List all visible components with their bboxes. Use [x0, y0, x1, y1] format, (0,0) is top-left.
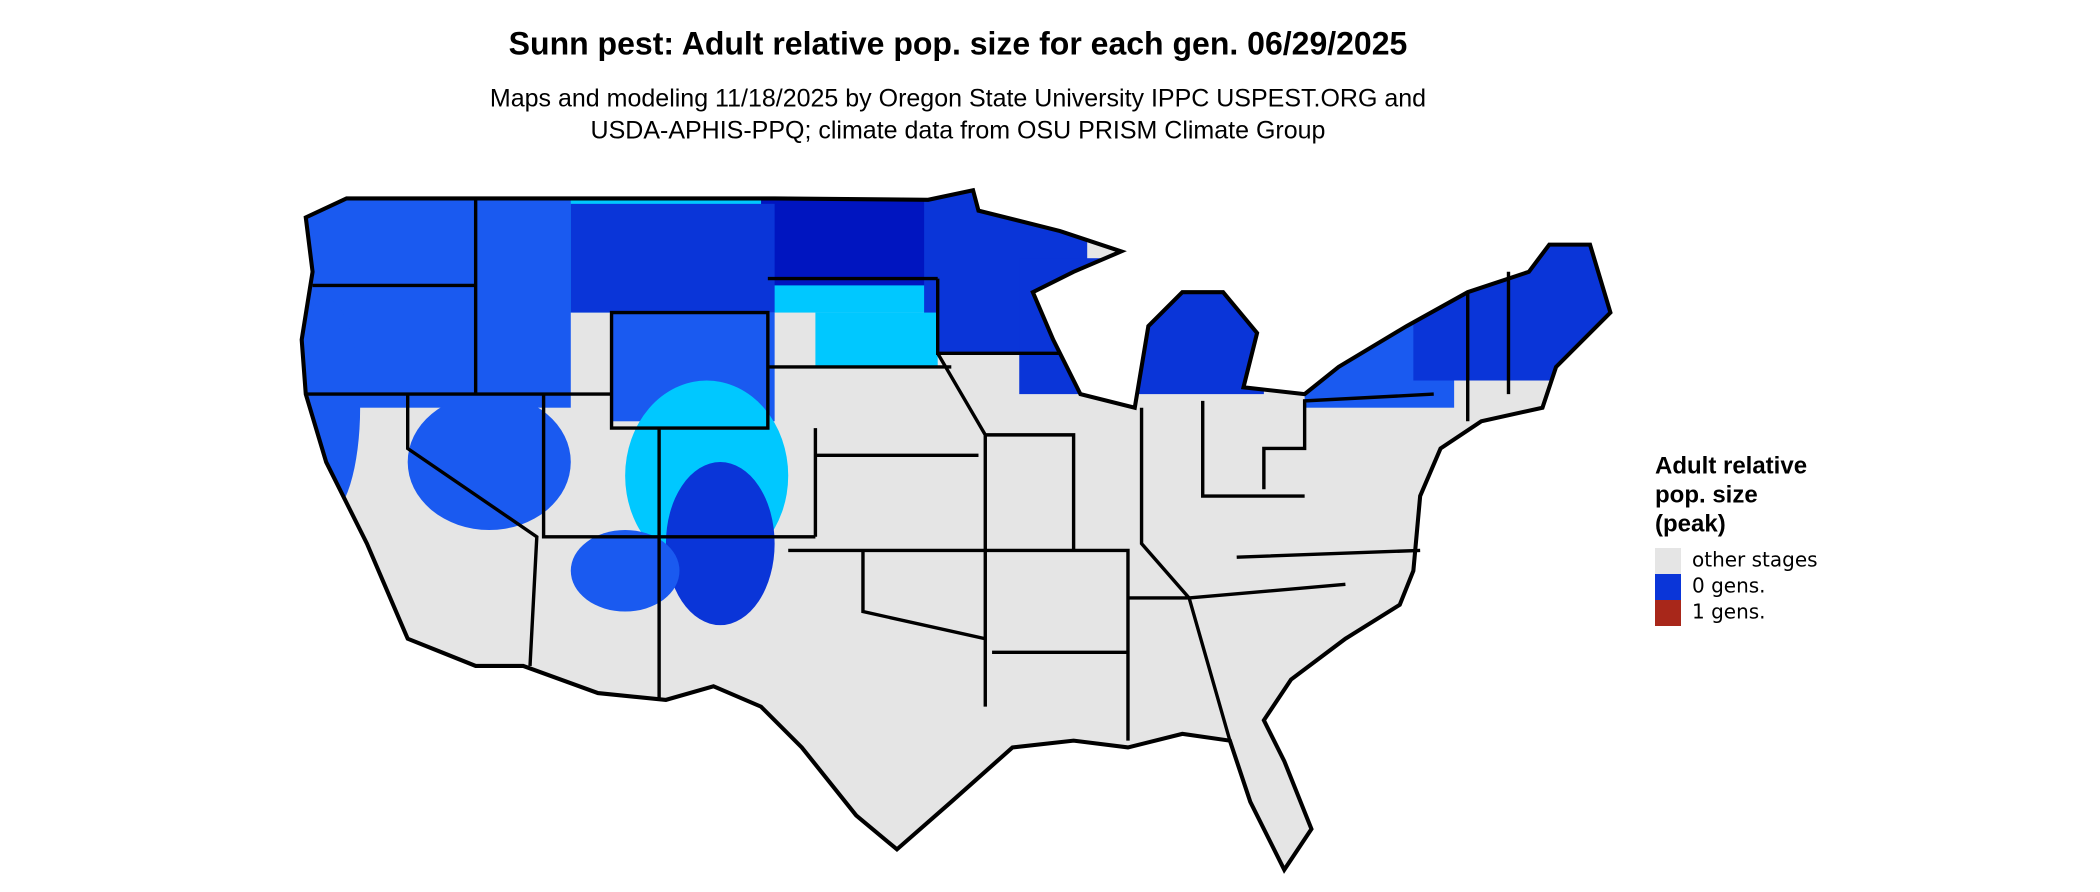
legend-label: other stages	[1692, 548, 1818, 572]
legend-title: (peak)	[1655, 510, 1726, 537]
us-map	[292, 190, 1617, 870]
subtitle-line: Maps and modeling 11/18/2025 by Oregon S…	[490, 85, 1426, 113]
state-borders	[305, 198, 1511, 742]
legend-swatch	[1655, 548, 1681, 574]
legend: Adult relative pop. size (peak) other st…	[1655, 452, 1818, 626]
legend-label: 0 gens.	[1692, 574, 1766, 598]
legend-swatch	[1655, 574, 1681, 600]
legend-swatch	[1655, 600, 1681, 626]
legend-title: Adult relative	[1655, 452, 1807, 479]
legend-label: 1 gens.	[1692, 600, 1766, 624]
legend-title: pop. size	[1655, 481, 1758, 508]
map-title: Sunn pest: Adult relative pop. size for …	[509, 25, 1408, 61]
subtitle-line: USDA-APHIS-PPQ; climate data from OSU PR…	[591, 117, 1326, 145]
